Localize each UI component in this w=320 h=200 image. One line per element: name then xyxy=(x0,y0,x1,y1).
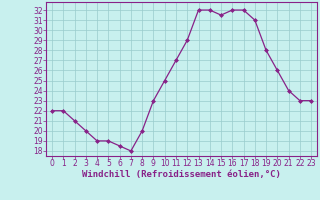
X-axis label: Windchill (Refroidissement éolien,°C): Windchill (Refroidissement éolien,°C) xyxy=(82,170,281,179)
